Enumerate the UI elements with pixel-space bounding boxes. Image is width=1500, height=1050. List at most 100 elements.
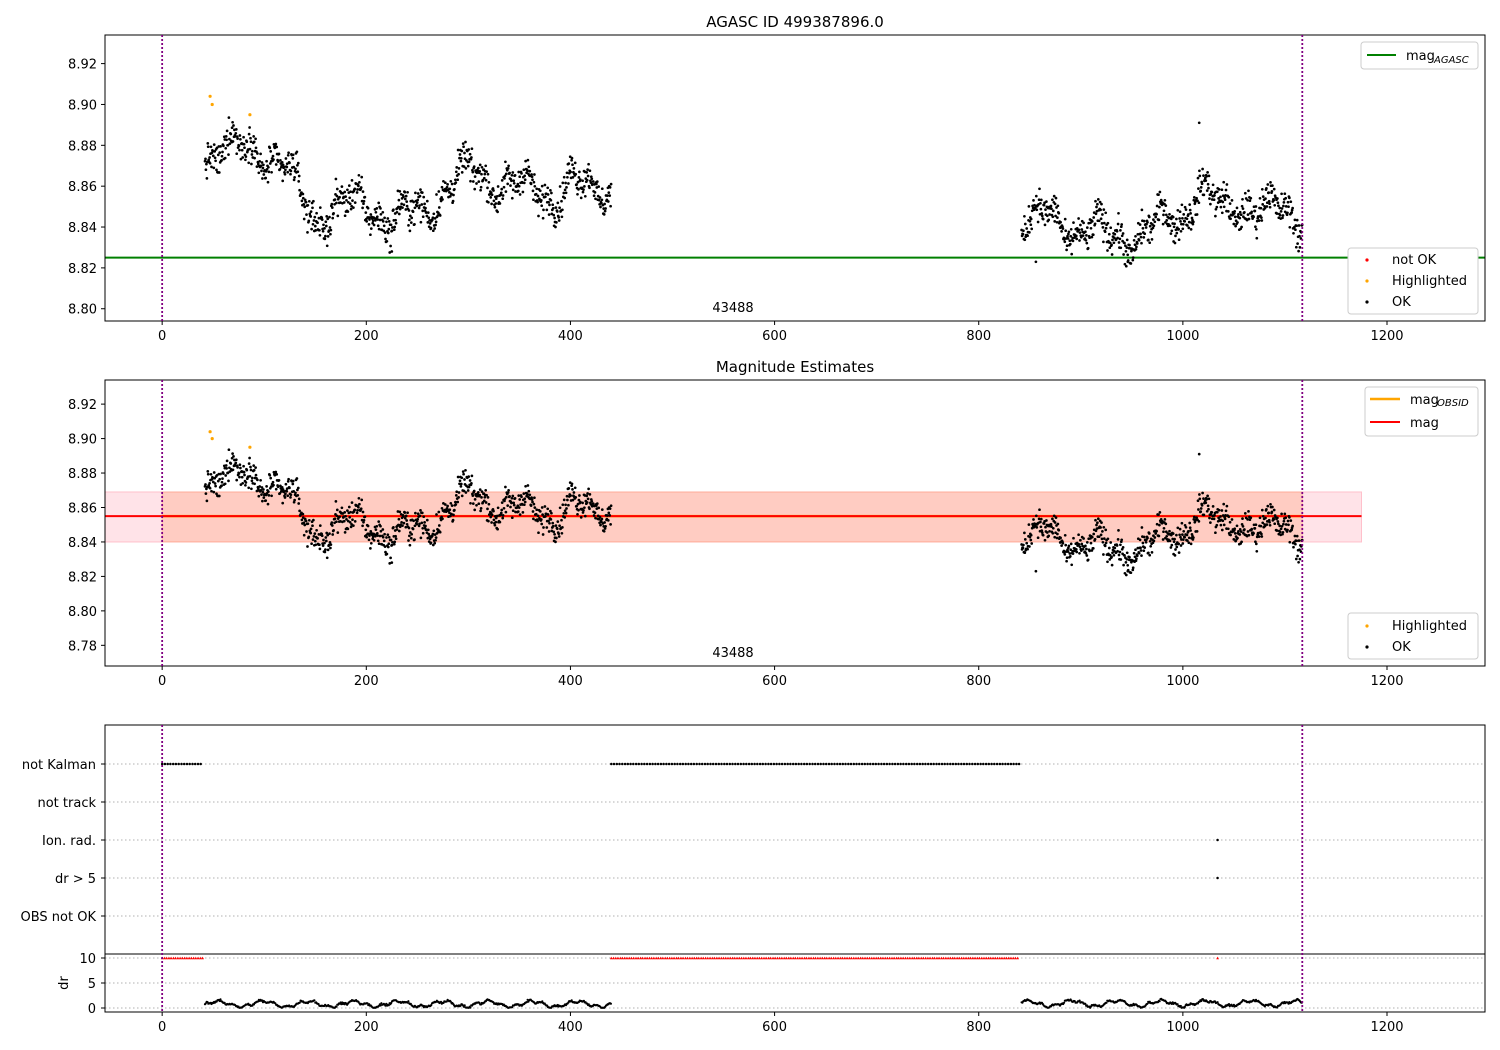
dr-clipped-marker [201,956,204,960]
ok-point [400,521,403,524]
ok-point [355,511,359,515]
x-tick-label: 800 [966,1020,991,1035]
ok-point [536,200,539,204]
ok-point [1157,218,1161,222]
ok-point [1294,245,1298,249]
flag-point [720,762,723,766]
flag-row-label: dr > 5 [55,872,96,887]
ok-point [434,538,437,542]
ok-point [324,548,327,551]
ok-point [586,497,590,501]
ok-point [452,193,455,197]
ok-point [434,223,437,227]
ok-point [554,225,557,229]
ok-point [597,506,601,510]
ok-point [516,189,520,193]
ok-point [1125,551,1129,555]
ok-point [1164,213,1168,217]
ok-point [1142,219,1146,223]
x-tick-label: 400 [558,674,583,689]
ok-point [274,487,278,491]
ok-point [1259,206,1263,210]
ok-point [344,195,347,198]
ok-point [581,190,585,194]
ok-point [506,167,510,170]
ok-point [265,168,269,171]
ok-point [1200,182,1204,186]
ok-point [311,222,315,226]
ok-point [482,499,486,503]
dr-clipped-marker [825,956,829,960]
ok-point [588,507,591,511]
ok-point [1053,535,1057,539]
dr-clipped-marker [677,956,680,960]
flag-point [844,762,847,766]
ok-point [508,171,511,175]
ok-point [1188,526,1192,530]
dr-clipped-marker [654,956,658,960]
ok-point [302,521,306,525]
ok-point [595,182,598,186]
ok-point [490,513,494,517]
ok-point [1112,553,1116,557]
flag-point [747,762,751,766]
ok-point [562,175,566,179]
ok-point [346,527,350,531]
ok-point [1102,221,1106,225]
dr-clipped-marker [796,956,800,960]
ok-point [334,500,338,503]
ok-point [346,210,350,213]
dr-clipped-marker [196,956,200,960]
ok-point [1117,211,1120,215]
ok-point [1247,189,1250,193]
flag-point [789,762,792,766]
ok-point [563,196,567,200]
ok-point [360,518,364,522]
ok-point [387,535,391,539]
flag-point [940,762,944,766]
ok-point [496,185,500,188]
ok-point [1237,529,1240,533]
ok-point [425,211,428,214]
ok-point [1208,516,1211,520]
ok-point [313,224,317,228]
dr-clipped-marker [982,956,986,960]
ok-point [1124,244,1127,248]
ok-point [532,502,536,506]
ok-point [571,163,574,167]
ok-point [1254,227,1258,231]
ok-point [473,175,477,178]
ok-point [1037,517,1041,521]
ok-point [248,126,251,129]
ok-point [1246,198,1249,202]
ok-point [1211,183,1215,187]
ok-point [329,228,333,232]
ok-point [555,210,559,213]
dr-clipped-marker [1002,956,1006,960]
flag-point [880,762,883,766]
legend-notok-marker [1365,258,1369,262]
flag-point [998,762,1002,766]
ok-point [1286,200,1290,204]
ok-point [1153,220,1157,224]
dr-point [1179,1004,1182,1008]
ok-point [599,523,602,527]
ok-point [1051,215,1055,219]
ok-point [1298,548,1301,552]
ok-point [570,158,573,162]
ok-point [486,507,489,511]
ok-point [546,513,550,516]
ok-point [507,164,510,168]
ok-point [404,514,408,518]
ok-point [437,524,441,527]
ok-point [1029,533,1033,537]
dr-point [1216,1001,1219,1004]
ok-point [1243,191,1247,195]
ok-point [579,516,583,519]
ok-point [1022,543,1025,547]
ok-point [602,213,606,216]
flag-point [1006,762,1010,766]
ok-point [1185,533,1189,537]
ok-point [552,213,556,217]
ok-point [1164,522,1168,526]
